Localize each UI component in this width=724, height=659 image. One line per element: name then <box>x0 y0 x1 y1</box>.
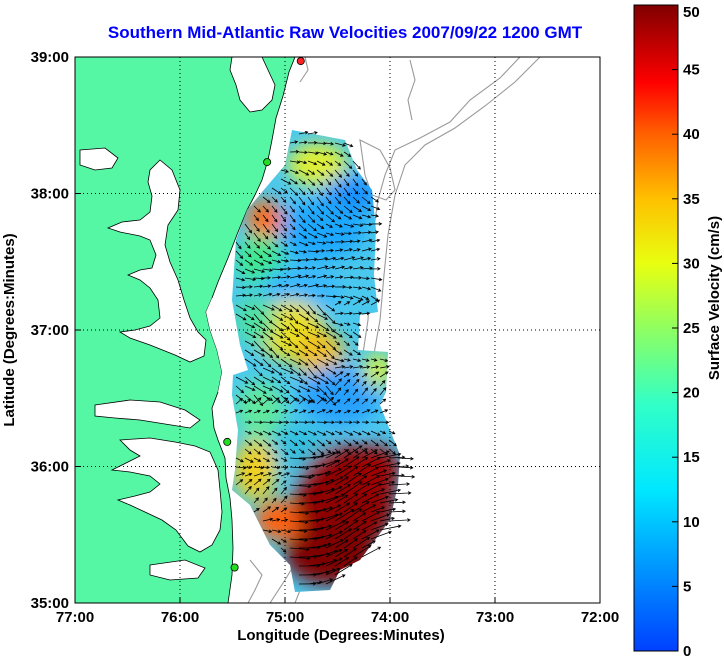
colorbar-tick-label: 20 <box>683 385 700 402</box>
inlet-south <box>149 559 206 581</box>
vector-arrows-path <box>235 130 416 586</box>
colorbar-tick-label: 0 <box>683 643 691 659</box>
colorbar-tick-label: 50 <box>683 4 700 21</box>
x-axis-label: Longitude (Degrees:Minutes) <box>237 627 445 644</box>
x-axis-ticks: 77:00 76:00 75:00 74:00 73:00 72:00 <box>56 597 619 626</box>
grid-lines <box>75 57 600 603</box>
colorbar-tick-label: 5 <box>683 578 691 595</box>
colorbar-tick-label: 30 <box>683 255 700 272</box>
map-area <box>75 57 600 603</box>
chesapeake-bay <box>106 159 207 363</box>
delaware-bay <box>229 57 276 113</box>
y-axis-ticks: 39:00 38:00 37:00 36:00 35:00 <box>31 49 81 612</box>
colorbar-label: Surface Velocity (cm/s) <box>706 216 723 380</box>
x-tick-label: 72:00 <box>581 609 619 626</box>
station-marker <box>296 57 305 66</box>
colorbar <box>633 4 679 652</box>
y-tick-label: 38:00 <box>31 186 69 203</box>
x-tick-label: 75:00 <box>266 609 304 626</box>
sound-channel <box>94 399 201 429</box>
colorbar-tick-label: 15 <box>683 449 700 466</box>
colorbar-tick-label: 25 <box>683 320 700 337</box>
x-tick-label: 77:00 <box>56 609 94 626</box>
station-marker <box>263 158 272 167</box>
x-tick-label: 73:00 <box>476 609 514 626</box>
colorbar-ticks: 0 5 10 15 20 25 30 35 40 45 50 <box>672 4 700 659</box>
x-tick-label: 74:00 <box>371 609 409 626</box>
y-tick-label: 39:00 <box>31 49 69 66</box>
colorbar-tick-label: 10 <box>683 514 700 531</box>
colorbar-tick-label: 45 <box>683 62 700 79</box>
velocity-vectors <box>235 130 416 586</box>
colorbar-tick-label: 35 <box>683 191 700 208</box>
inlet-north <box>79 147 119 171</box>
chart-title: Southern Mid-Atlantic Raw Velocities 200… <box>108 23 583 42</box>
stations <box>223 57 305 572</box>
x-tick-label: 76:00 <box>161 609 199 626</box>
y-tick-label: 36:00 <box>31 459 69 476</box>
y-axis-label: Latitude (Degrees:Minutes) <box>1 233 18 426</box>
station-marker <box>223 437 232 446</box>
colorbar-tick-label: 40 <box>683 126 700 143</box>
velocity-field <box>232 130 400 592</box>
y-tick-label: 35:00 <box>31 595 69 612</box>
y-tick-label: 37:00 <box>31 322 69 339</box>
station-marker <box>230 563 239 572</box>
coastal-water <box>206 298 248 395</box>
